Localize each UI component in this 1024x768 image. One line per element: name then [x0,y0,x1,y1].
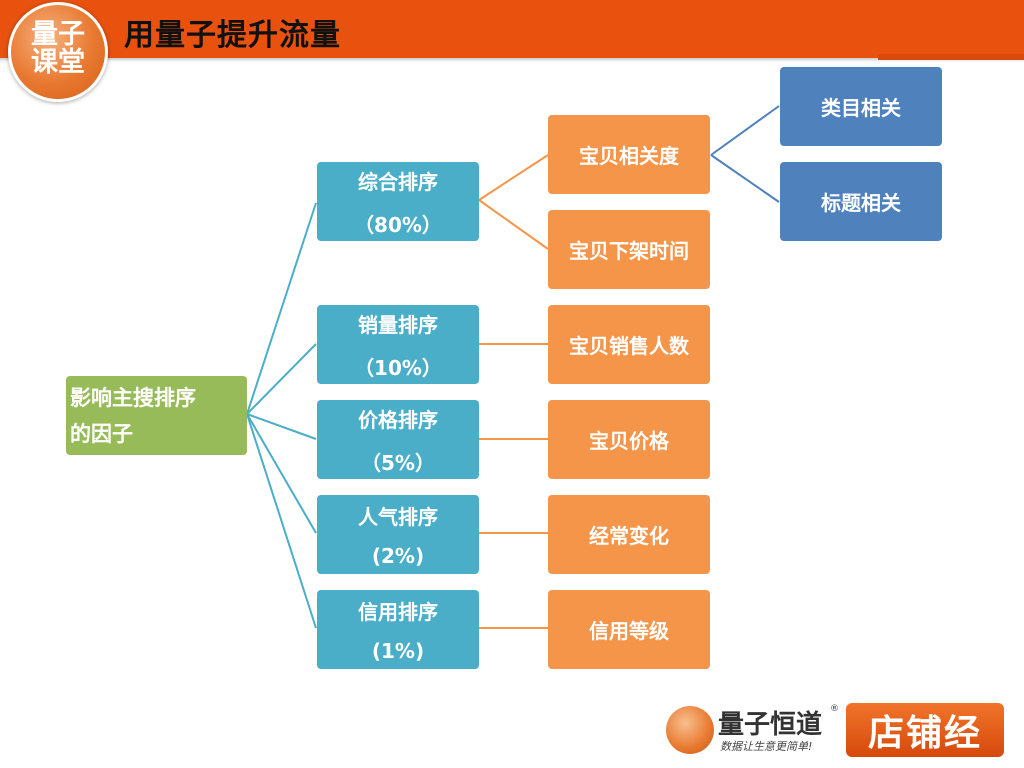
factor-weight: (1%) [371,639,425,663]
root-node-line1: 影响主搜排序 [70,385,196,410]
quantum-hengdao-logo: 量子恒道 ® 数据让生意更简单! [666,704,839,756]
factor-node-1: 综合排序 （80%） [317,162,479,241]
sub-detail-node-1: 类目相关 [780,67,942,146]
quantum-hengdao-emblem-icon [666,706,714,754]
connector-root-factor-4 [246,413,317,534]
factor-node-4: 人气排序 (2%) [317,495,479,574]
factor-weight: （80%） [354,212,442,237]
sub-detail-node-2: 标题相关 [780,162,942,241]
detail-node-1: 宝贝相关度 [548,115,710,194]
detail-node-6: 信用等级 [548,590,710,669]
connector-root-factor-5 [246,413,317,629]
header-shadow [0,58,1024,62]
factor-weight: （5%） [361,450,435,475]
root-node: 影响主搜排序 的因子 [66,376,247,455]
logo-text-bottom: 课堂 [31,47,85,78]
header-bar [0,0,1024,58]
connector-factor1-detail1 [478,154,549,201]
registered-mark: ® [830,704,839,714]
logo-text-top: 量子 [31,19,85,50]
detail-node-3: 宝贝销售人数 [548,305,710,384]
factor-name: 价格排序 [358,407,438,432]
brand-slogan: 数据让生意更简单! [720,740,813,753]
root-node-line2: 的因子 [70,421,133,446]
connector-root-factor-3 [246,413,317,440]
factor-weight: （10%） [354,355,442,380]
product-badge: 店铺经 [846,703,1004,757]
brand-name: 量子恒道 [718,710,823,740]
connector-root-factor-2 [246,343,317,415]
factor-name: 人气排序 [358,505,438,529]
factor-name: 销量排序 [358,312,438,337]
header-notch [878,54,1024,60]
connector-detail1-sub1 [710,105,780,156]
factor-node-2: 销量排序 （10%） [317,305,479,384]
factor-name: 综合排序 [358,169,438,194]
detail-node-5: 经常变化 [548,495,710,574]
factor-node-3: 价格排序 （5%） [317,400,479,479]
quantum-class-logo: 量子 课堂 [8,2,108,102]
connector-factor1-detail2 [478,199,549,250]
detail-node-4: 宝贝价格 [548,400,710,479]
factor-name: 信用排序 [358,600,438,624]
factor-node-5: 信用排序 (1%) [317,590,479,669]
connector-root-factor-1 [246,202,317,415]
detail-node-2: 宝贝下架时间 [548,210,710,289]
factor-weight: (2%) [371,544,425,568]
page-title: 用量子提升流量 [124,18,341,53]
connector-detail1-sub2 [710,154,780,203]
